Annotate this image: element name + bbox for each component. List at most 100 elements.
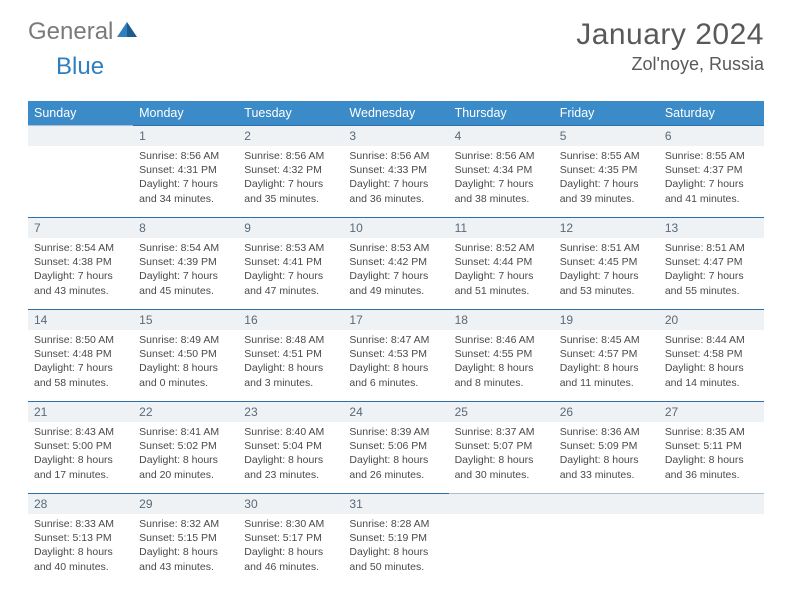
day-number: 24 — [343, 401, 448, 422]
day-number: 7 — [28, 217, 133, 238]
sunset-text: Sunset: 4:50 PM — [139, 347, 232, 361]
sunrise-text: Sunrise: 8:30 AM — [244, 517, 337, 531]
calendar-day-cell: 20Sunrise: 8:44 AMSunset: 4:58 PMDayligh… — [659, 309, 764, 401]
sunset-text: Sunset: 4:58 PM — [665, 347, 758, 361]
day-body: Sunrise: 8:51 AMSunset: 4:45 PMDaylight:… — [554, 238, 659, 304]
calendar-day-cell: 29 Sunrise: 8:32 AMSunset: 5:15 PMDayligh… — [133, 493, 238, 585]
day-number: 23 — [238, 401, 343, 422]
day-body: Sunrise: 8:33 AMSunset: 5:13 PMDaylight:… — [28, 514, 133, 580]
day-number: 16 — [238, 309, 343, 330]
sunrise-text: Sunrise: 8:28 AM — [349, 517, 442, 531]
calendar-day-cell: 3Sunrise: 8:56 AMSunset: 4:33 PMDaylight… — [343, 125, 448, 217]
calendar-day-cell: 10Sunrise: 8:53 AMSunset: 4:42 PMDayligh… — [343, 217, 448, 309]
daylight-text: Daylight: 7 hours and 47 minutes. — [244, 269, 337, 297]
day-number: 12 — [554, 217, 659, 238]
sunrise-text: Sunrise: 8:51 AM — [665, 241, 758, 255]
weekday-header-cell: Tuesday — [238, 101, 343, 125]
daylight-text: Daylight: 8 hours and 50 minutes. — [349, 545, 442, 573]
day-body: Sunrise: 8:36 AMSunset: 5:09 PMDaylight:… — [554, 422, 659, 488]
sunrise-text: Sunrise: 8:41 AM — [139, 425, 232, 439]
calendar-day-cell: 5Sunrise: 8:55 AMSunset: 4:35 PMDaylight… — [554, 125, 659, 217]
day-body: Sunrise: 8:49 AMSunset: 4:50 PMDaylight:… — [133, 330, 238, 396]
sunrise-text: Sunrise: 8:32 AM — [139, 517, 232, 531]
sunset-text: Sunset: 5:15 PM — [139, 531, 232, 545]
calendar-day-cell: 17Sunrise: 8:47 AMSunset: 4:53 PMDayligh… — [343, 309, 448, 401]
weekday-header-cell: Sunday — [28, 101, 133, 125]
calendar-day-cell: 19Sunrise: 8:45 AMSunset: 4:57 PMDayligh… — [554, 309, 659, 401]
day-number: 19 — [554, 309, 659, 330]
calendar-day-cell: 11Sunrise: 8:52 AMSunset: 4:44 PMDayligh… — [449, 217, 554, 309]
sunrise-text: Sunrise: 8:55 AM — [560, 149, 653, 163]
day-body: Sunrise: 8:30 AMSunset: 5:17 PMDaylight:… — [238, 514, 343, 580]
sunrise-text: Sunrise: 8:51 AM — [560, 241, 653, 255]
day-body: Sunrise: 8:43 AMSunset: 5:00 PMDaylight:… — [28, 422, 133, 488]
weekday-header-cell: Saturday — [659, 101, 764, 125]
daylight-text: Daylight: 7 hours and 45 minutes. — [139, 269, 232, 297]
weekday-header-cell: Wednesday — [343, 101, 448, 125]
sunrise-text: Sunrise: 8:56 AM — [455, 149, 548, 163]
daylight-text: Daylight: 8 hours and 43 minutes. — [139, 545, 232, 573]
day-number: 26 — [554, 401, 659, 422]
calendar-day-cell: 14Sunrise: 8:50 AMSunset: 4:48 PMDayligh… — [28, 309, 133, 401]
calendar-day-cell: 12Sunrise: 8:51 AMSunset: 4:45 PMDayligh… — [554, 217, 659, 309]
daylight-text: Daylight: 8 hours and 0 minutes. — [139, 361, 232, 389]
sunrise-text: Sunrise: 8:35 AM — [665, 425, 758, 439]
sunrise-text: Sunrise: 8:50 AM — [34, 333, 127, 347]
daylight-text: Daylight: 8 hours and 6 minutes. — [349, 361, 442, 389]
sunrise-text: Sunrise: 8:46 AM — [455, 333, 548, 347]
brand-general: General — [28, 18, 113, 46]
calendar-day-cell — [659, 493, 764, 585]
daylight-text: Daylight: 8 hours and 30 minutes. — [455, 453, 548, 481]
daylight-text: Daylight: 8 hours and 23 minutes. — [244, 453, 337, 481]
day-body: Sunrise: 8:56 AMSunset: 4:33 PMDaylight:… — [343, 146, 448, 212]
title-block: January 2024 Zol'noye, Russia — [576, 18, 764, 75]
daylight-text: Daylight: 8 hours and 11 minutes. — [560, 361, 653, 389]
day-number: 2 — [238, 125, 343, 146]
sunset-text: Sunset: 5:07 PM — [455, 439, 548, 453]
sunset-text: Sunset: 4:31 PM — [139, 163, 232, 177]
calendar-day-cell: 30Sunrise: 8:30 AMSunset: 5:17 PMDayligh… — [238, 493, 343, 585]
day-body: Sunrise: 8:54 AMSunset: 4:38 PMDaylight:… — [28, 238, 133, 304]
sunrise-text: Sunrise: 8:55 AM — [665, 149, 758, 163]
sunrise-text: Sunrise: 8:52 AM — [455, 241, 548, 255]
calendar-day-cell: 1Sunrise: 8:56 AMSunset: 4:31 PMDaylight… — [133, 125, 238, 217]
day-body: Sunrise: 8:55 AMSunset: 4:35 PMDaylight:… — [554, 146, 659, 212]
day-number: 28 — [28, 493, 133, 514]
day-body — [659, 514, 764, 523]
calendar-day-cell: 15Sunrise: 8:49 AMSunset: 4:50 PMDayligh… — [133, 309, 238, 401]
day-body: Sunrise: 8:41 AMSunset: 5:02 PMDaylight:… — [133, 422, 238, 488]
day-body — [449, 514, 554, 523]
day-body: Sunrise: 8:56 AMSunset: 4:34 PMDaylight:… — [449, 146, 554, 212]
day-body: Sunrise: 8:52 AMSunset: 4:44 PMDaylight:… — [449, 238, 554, 304]
sunrise-text: Sunrise: 8:47 AM — [349, 333, 442, 347]
calendar-day-cell: 18Sunrise: 8:46 AMSunset: 4:55 PMDayligh… — [449, 309, 554, 401]
calendar-week-row: 7Sunrise: 8:54 AMSunset: 4:38 PMDaylight… — [28, 217, 764, 309]
sunrise-text: Sunrise: 8:56 AM — [244, 149, 337, 163]
calendar-page: General January 2024 Zol'noye, Russia Bl… — [0, 0, 792, 603]
daylight-text: Daylight: 7 hours and 36 minutes. — [349, 177, 442, 205]
sunset-text: Sunset: 4:33 PM — [349, 163, 442, 177]
day-number: 29 — [133, 493, 238, 514]
sunrise-text: Sunrise: 8:39 AM — [349, 425, 442, 439]
day-number: 17 — [343, 309, 448, 330]
weekday-header: SundayMondayTuesdayWednesdayThursdayFrid… — [28, 101, 764, 125]
sunrise-text: Sunrise: 8:33 AM — [34, 517, 127, 531]
daylight-text: Daylight: 8 hours and 3 minutes. — [244, 361, 337, 389]
sunrise-text: Sunrise: 8:37 AM — [455, 425, 548, 439]
sunrise-text: Sunrise: 8:45 AM — [560, 333, 653, 347]
day-number: 31 — [343, 493, 448, 514]
day-number — [449, 493, 554, 514]
day-body: Sunrise: 8:55 AMSunset: 4:37 PMDaylight:… — [659, 146, 764, 212]
calendar-day-cell: 25Sunrise: 8:37 AMSunset: 5:07 PMDayligh… — [449, 401, 554, 493]
daylight-text: Daylight: 7 hours and 43 minutes. — [34, 269, 127, 297]
calendar-day-cell: 28Sunrise: 8:33 AMSunset: 5:13 PMDayligh… — [28, 493, 133, 585]
calendar-day-cell: 6Sunrise: 8:55 AMSunset: 4:37 PMDaylight… — [659, 125, 764, 217]
location-label: Zol'noye, Russia — [576, 54, 764, 75]
sunset-text: Sunset: 5:13 PM — [34, 531, 127, 545]
sunrise-text: Sunrise: 8:54 AM — [139, 241, 232, 255]
sunrise-text: Sunrise: 8:44 AM — [665, 333, 758, 347]
day-number — [659, 493, 764, 514]
daylight-text: Daylight: 8 hours and 46 minutes. — [244, 545, 337, 573]
sunset-text: Sunset: 5:00 PM — [34, 439, 127, 453]
brand-logo: General — [28, 18, 140, 46]
